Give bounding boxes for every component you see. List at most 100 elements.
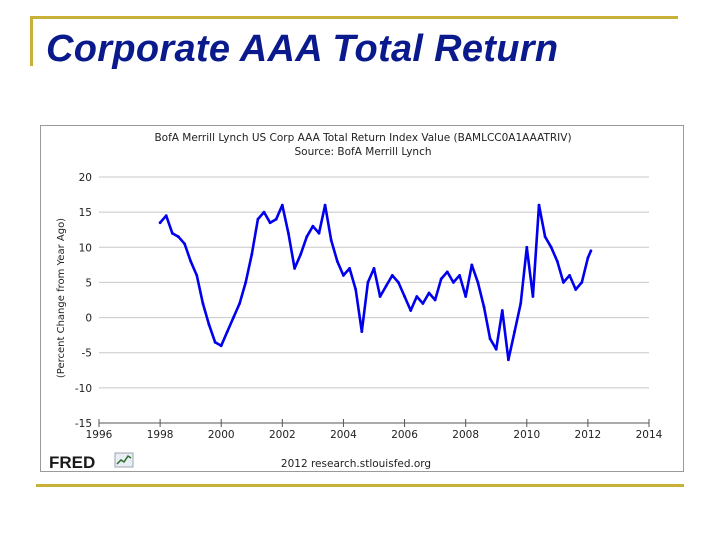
data-point xyxy=(213,340,217,344)
data-point xyxy=(299,252,303,256)
data-point xyxy=(415,295,419,298)
data-point xyxy=(409,309,413,312)
data-point xyxy=(348,267,351,270)
data-point xyxy=(531,295,535,298)
slide-title: Corporate AAA Total Return xyxy=(46,28,559,70)
data-point xyxy=(225,330,229,333)
data-point xyxy=(342,274,345,277)
accent-rule-bottom xyxy=(36,484,684,487)
data-point xyxy=(439,277,443,281)
y-tick-label: -5 xyxy=(82,348,92,360)
x-tick-label: 1996 xyxy=(86,429,113,441)
y-tick-label: 5 xyxy=(85,277,92,289)
data-point xyxy=(452,281,455,284)
x-tick-label: 2008 xyxy=(452,429,479,441)
y-tick-label: 15 xyxy=(79,207,92,219)
data-point xyxy=(574,288,578,291)
fred-logo: FRED xyxy=(49,452,134,472)
data-point xyxy=(305,235,309,239)
data-point xyxy=(335,259,339,263)
data-point xyxy=(555,259,559,263)
x-tick-label: 2014 xyxy=(636,429,663,441)
data-point xyxy=(287,231,290,235)
accent-rule-left xyxy=(30,16,33,66)
data-point xyxy=(513,330,516,333)
data-point xyxy=(317,231,321,235)
data-point xyxy=(507,358,510,362)
data-point xyxy=(476,281,480,284)
data-point xyxy=(366,281,370,284)
data-point xyxy=(500,309,504,312)
x-tick-label: 2002 xyxy=(269,429,296,441)
data-point xyxy=(464,295,468,298)
x-tick-label: 2006 xyxy=(391,429,418,441)
fred-chart: BofA Merrill Lynch US Corp AAA Total Ret… xyxy=(49,132,663,472)
data-point xyxy=(360,330,364,333)
data-point xyxy=(201,302,205,305)
data-point xyxy=(238,302,242,305)
data-point xyxy=(482,305,486,309)
data-point xyxy=(189,259,193,263)
data-point xyxy=(470,263,474,267)
y-tick-label: -10 xyxy=(75,383,92,395)
data-point xyxy=(384,284,388,288)
y-tick-label: 0 xyxy=(85,313,92,325)
data-point xyxy=(403,295,406,298)
data-point xyxy=(250,252,254,256)
data-point xyxy=(311,224,315,228)
x-tick-label: 1998 xyxy=(147,429,174,441)
data-point xyxy=(427,291,431,295)
data-point xyxy=(262,210,266,214)
data-point xyxy=(433,298,437,302)
chart-credit: 2012 research.stlouisfed.org xyxy=(281,458,431,470)
data-point xyxy=(232,316,235,319)
series-line xyxy=(159,203,593,361)
data-point xyxy=(177,235,180,239)
data-point xyxy=(549,245,553,249)
data-point xyxy=(280,203,284,207)
data-point xyxy=(537,203,541,207)
data-point xyxy=(183,242,187,246)
data-point xyxy=(378,295,382,298)
data-point xyxy=(397,281,400,284)
y-tick-label: 20 xyxy=(79,172,92,184)
fred-graph-icon xyxy=(114,452,134,468)
data-point xyxy=(207,323,211,326)
data-point xyxy=(445,270,449,274)
data-point xyxy=(323,203,327,207)
data-point xyxy=(458,274,461,277)
data-point xyxy=(195,274,199,277)
accent-rule-top xyxy=(30,16,678,19)
data-point xyxy=(329,238,333,242)
y-tick-label: 10 xyxy=(79,242,92,254)
data-point xyxy=(274,217,278,221)
data-point xyxy=(244,281,248,284)
y-tick-label: -15 xyxy=(75,418,92,430)
data-point xyxy=(390,274,394,277)
data-point xyxy=(170,231,174,235)
data-point xyxy=(568,274,571,277)
data-point xyxy=(580,281,584,284)
data-point xyxy=(268,221,272,225)
data-point xyxy=(519,302,523,305)
x-tick-label: 2012 xyxy=(575,429,602,441)
data-point xyxy=(494,347,498,351)
x-tick-label: 2010 xyxy=(513,429,540,441)
data-point xyxy=(525,245,529,249)
chart-frame: BofA Merrill Lynch US Corp AAA Total Ret… xyxy=(40,125,684,472)
data-point xyxy=(586,256,590,260)
fred-logo-text: FRED xyxy=(49,453,95,472)
data-point xyxy=(158,221,162,225)
data-point xyxy=(543,235,547,239)
chart-title: BofA Merrill Lynch US Corp AAA Total Ret… xyxy=(154,132,571,144)
data-point xyxy=(562,281,565,284)
data-point xyxy=(589,249,593,253)
data-point xyxy=(219,344,223,348)
data-point xyxy=(293,267,296,270)
data-point xyxy=(488,337,492,341)
y-axis-label: (Percent Change from Year Ago) xyxy=(56,218,67,378)
chart-subtitle: Source: BofA Merrill Lynch xyxy=(294,146,431,158)
data-point xyxy=(372,267,376,270)
data-point xyxy=(421,302,425,305)
data-point xyxy=(354,288,358,291)
